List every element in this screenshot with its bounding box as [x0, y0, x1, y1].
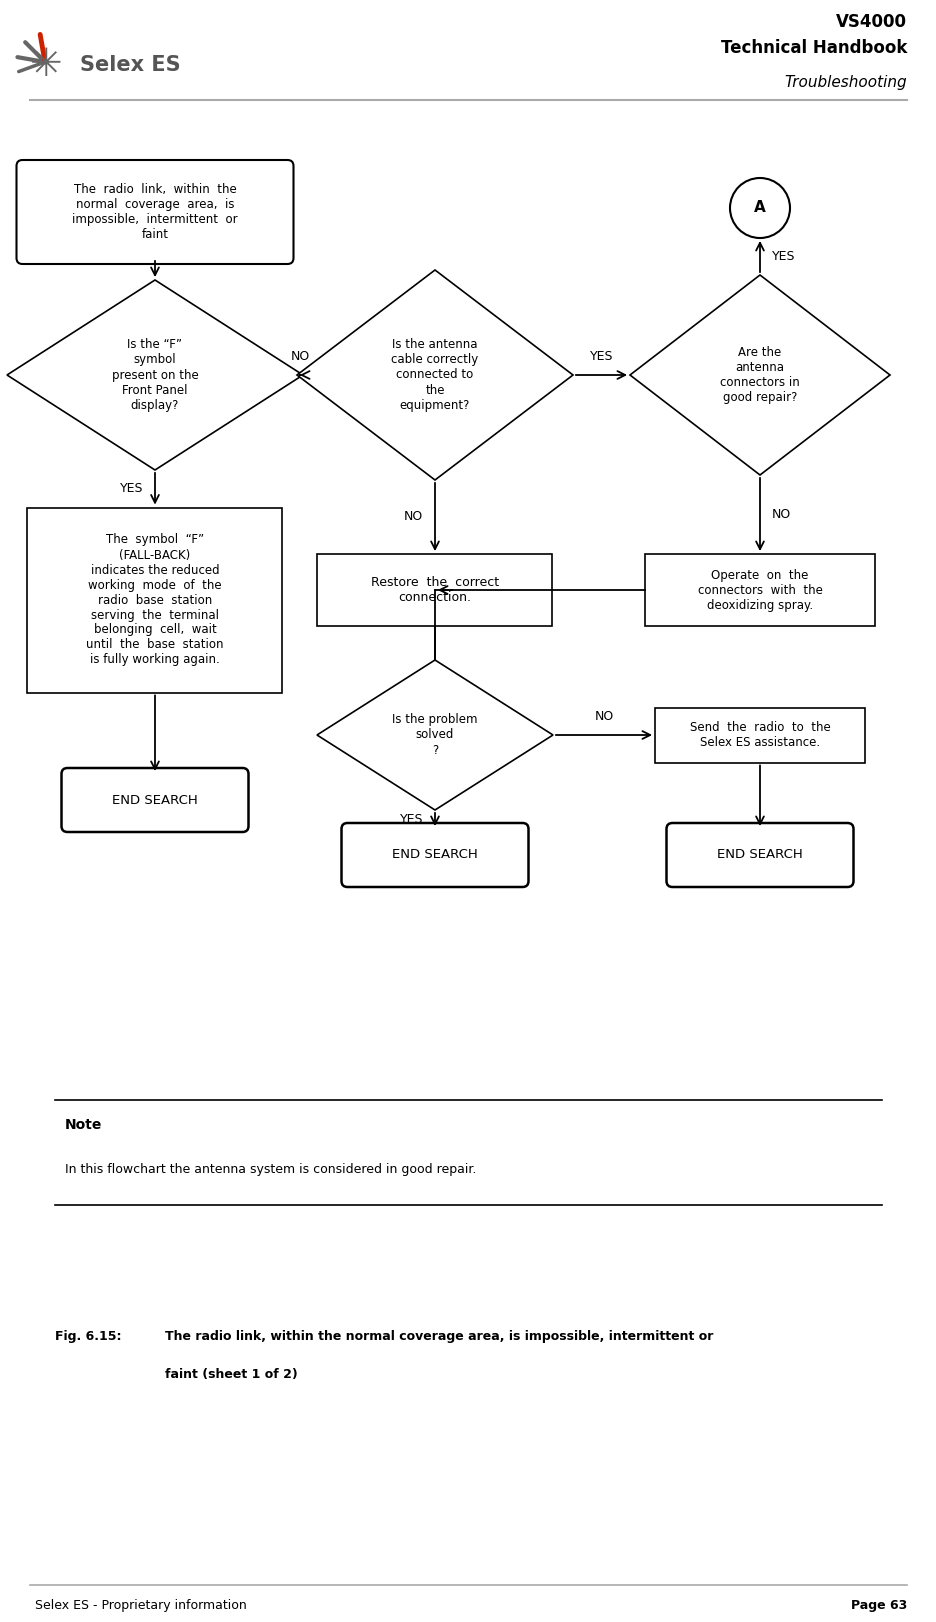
Text: A: A [753, 201, 765, 216]
Text: faint (sheet 1 of 2): faint (sheet 1 of 2) [165, 1367, 298, 1380]
FancyBboxPatch shape [341, 822, 528, 887]
FancyBboxPatch shape [317, 555, 552, 626]
Text: Is the problem
solved
?: Is the problem solved ? [392, 714, 477, 756]
Text: YES: YES [589, 350, 612, 363]
FancyBboxPatch shape [644, 555, 874, 626]
FancyBboxPatch shape [62, 767, 248, 832]
Text: In this flowchart the antenna system is considered in good repair.: In this flowchart the antenna system is … [65, 1163, 475, 1176]
Text: Page 63: Page 63 [850, 1599, 906, 1612]
FancyBboxPatch shape [654, 707, 864, 762]
Text: Selex ES - Proprietary information: Selex ES - Proprietary information [35, 1599, 246, 1612]
Text: YES: YES [771, 250, 795, 263]
Text: Selex ES: Selex ES [80, 55, 181, 75]
Polygon shape [7, 281, 302, 470]
Text: YES: YES [399, 813, 422, 826]
Text: NO: NO [593, 710, 613, 723]
FancyBboxPatch shape [27, 508, 282, 693]
Text: The radio link, within the normal coverage area, is impossible, intermittent or: The radio link, within the normal covera… [165, 1330, 712, 1343]
Text: NO: NO [403, 511, 422, 524]
Text: The  radio  link,  within  the
normal  coverage  area,  is
impossible,  intermit: The radio link, within the normal covera… [72, 183, 238, 242]
Text: Restore  the  correct
connection.: Restore the correct connection. [371, 576, 499, 603]
Polygon shape [297, 269, 573, 480]
Text: Is the “F”
symbol
present on the
Front Panel
display?: Is the “F” symbol present on the Front P… [111, 339, 198, 412]
FancyBboxPatch shape [665, 822, 853, 887]
Text: Are the
antenna
connectors in
good repair?: Are the antenna connectors in good repai… [720, 345, 799, 404]
Text: Send  the  radio  to  the
Selex ES assistance.: Send the radio to the Selex ES assistanc… [689, 722, 829, 749]
Text: END SEARCH: END SEARCH [716, 848, 802, 861]
Text: Fig. 6.15:: Fig. 6.15: [55, 1330, 122, 1343]
Polygon shape [316, 660, 552, 809]
Text: Troubleshooting: Troubleshooting [783, 75, 906, 89]
Text: NO: NO [771, 508, 790, 521]
Circle shape [729, 178, 789, 238]
Text: Technical Handbook: Technical Handbook [720, 39, 906, 57]
Text: NO: NO [290, 350, 309, 363]
Text: VS4000: VS4000 [835, 13, 906, 31]
Text: END SEARCH: END SEARCH [112, 793, 197, 806]
Text: Is the antenna
cable correctly
connected to
the
equipment?: Is the antenna cable correctly connected… [391, 339, 478, 412]
Text: YES: YES [120, 482, 143, 495]
Text: Operate  on  the
connectors  with  the
deoxidizing spray.: Operate on the connectors with the deoxi… [696, 568, 822, 611]
Polygon shape [629, 276, 889, 475]
Text: Note: Note [65, 1118, 102, 1132]
Text: END SEARCH: END SEARCH [391, 848, 477, 861]
Text: The  symbol  “F”
(FALL-BACK)
indicates the reduced
working  mode  of  the
radio : The symbol “F” (FALL-BACK) indicates the… [86, 534, 224, 667]
FancyBboxPatch shape [17, 161, 293, 264]
Text: ✳: ✳ [30, 45, 63, 84]
